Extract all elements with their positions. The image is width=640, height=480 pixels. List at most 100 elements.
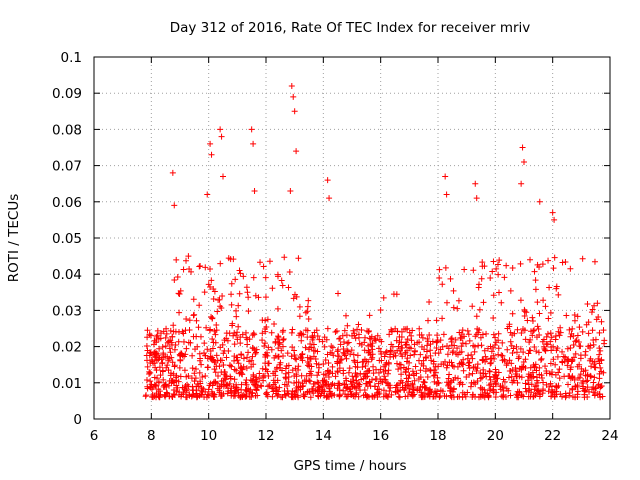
- data-point: [469, 303, 476, 310]
- data-point-peak: [217, 126, 224, 133]
- data-point: [385, 360, 392, 367]
- data-point: [233, 367, 240, 374]
- data-point: [272, 384, 279, 391]
- data-point: [403, 382, 410, 389]
- x-tick-label: 24: [601, 428, 618, 444]
- data-point: [527, 256, 534, 263]
- data-point: [381, 373, 388, 380]
- data-point: [249, 353, 256, 360]
- data-point: [440, 331, 447, 338]
- data-point: [268, 346, 275, 353]
- data-point: [475, 281, 482, 288]
- data-point: [569, 357, 576, 364]
- data-point: [231, 341, 238, 348]
- data-point: [295, 367, 302, 374]
- data-point: [367, 383, 374, 390]
- data-point: [309, 385, 316, 392]
- data-point: [592, 336, 599, 343]
- data-point: [566, 390, 573, 397]
- data-point: [295, 379, 302, 386]
- data-point: [325, 359, 332, 366]
- data-point: [477, 375, 484, 382]
- data-point: [207, 355, 214, 362]
- data-point: [424, 342, 431, 349]
- data-point: [483, 356, 490, 363]
- data-point: [180, 266, 187, 273]
- data-point: [153, 382, 160, 389]
- data-point: [242, 379, 249, 386]
- data-point: [409, 327, 416, 334]
- data-point: [183, 315, 190, 322]
- data-point: [227, 362, 234, 369]
- data-point: [350, 327, 357, 334]
- data-point: [248, 394, 255, 401]
- data-point: [467, 383, 474, 390]
- data-point: [439, 281, 446, 288]
- data-point: [159, 344, 166, 351]
- data-point: [160, 376, 167, 383]
- data-point: [509, 310, 516, 317]
- data-point: [374, 386, 381, 393]
- x-tick-label: 6: [90, 428, 99, 444]
- data-point: [405, 365, 412, 372]
- data-point: [496, 289, 503, 296]
- data-point: [461, 391, 468, 398]
- data-point: [159, 367, 166, 374]
- data-point: [421, 384, 428, 391]
- data-point: [542, 347, 549, 354]
- data-point: [182, 351, 189, 358]
- data-point: [570, 342, 577, 348]
- data-point: [381, 353, 388, 360]
- data-point: [494, 261, 501, 268]
- data-point: [465, 362, 472, 369]
- data-point: [342, 384, 349, 391]
- data-point: [427, 352, 434, 359]
- data-point: [416, 325, 423, 332]
- data-point: [314, 379, 321, 386]
- x-tick-label: 8: [147, 428, 156, 444]
- data-point: [466, 365, 473, 372]
- data-point: [251, 331, 258, 338]
- data-point: [153, 357, 160, 364]
- data-point: [364, 393, 371, 400]
- data-point: [574, 394, 581, 401]
- data-point: [574, 332, 581, 339]
- data-point: [433, 345, 440, 352]
- data-point: [289, 326, 296, 333]
- data-point: [402, 351, 409, 358]
- data-point: [183, 387, 190, 394]
- data-point: [183, 386, 190, 393]
- data-point: [521, 313, 528, 320]
- data-point: [466, 359, 473, 366]
- data-point: [363, 358, 370, 365]
- data-point: [509, 349, 516, 356]
- data-point: [352, 363, 359, 370]
- data-point: [456, 393, 463, 400]
- data-point: [393, 337, 400, 344]
- data-point: [350, 393, 357, 400]
- data-point: [274, 305, 281, 312]
- data-point: [179, 328, 186, 335]
- data-point: [293, 293, 300, 300]
- data-point: [587, 342, 594, 349]
- data-point: [597, 347, 604, 354]
- data-point: [220, 362, 227, 369]
- data-point: [189, 383, 196, 390]
- data-point: [536, 263, 543, 270]
- data-point: [296, 313, 303, 320]
- data-point: [355, 321, 362, 328]
- data-point: [547, 309, 554, 316]
- data-point: [197, 263, 204, 270]
- data-point: [356, 340, 363, 347]
- data-point: [143, 342, 150, 349]
- data-point: [347, 378, 354, 385]
- data-point: [190, 312, 197, 319]
- data-point: [263, 324, 270, 331]
- data-point: [310, 353, 317, 360]
- data-point: [384, 370, 391, 377]
- data-point: [240, 355, 247, 362]
- data-point: [422, 354, 429, 361]
- data-point: [403, 341, 410, 348]
- data-point: [457, 334, 464, 341]
- data-point: [567, 265, 574, 272]
